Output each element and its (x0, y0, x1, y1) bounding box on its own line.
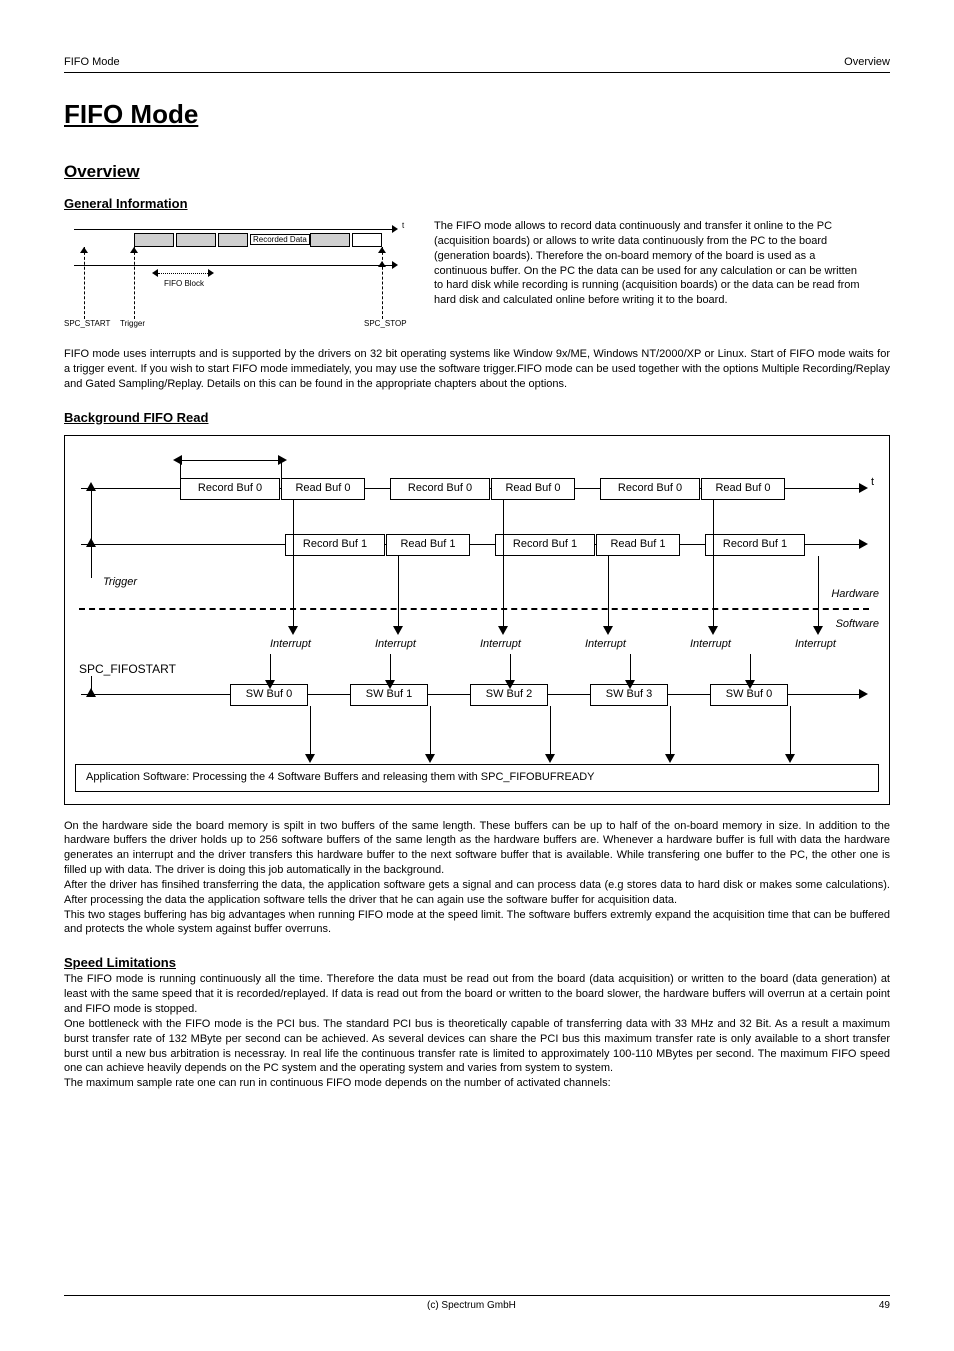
header-left: FIFO Mode (64, 56, 120, 68)
spc-stop-label: SPC_STOP (364, 319, 407, 328)
para-speed3: The maximum sample rate one can run in c… (64, 1076, 890, 1091)
int2: Interrupt (375, 638, 416, 650)
page-title: FIFO Mode (64, 99, 890, 130)
spc-start-label: SPC_START (64, 319, 110, 328)
page-footer: (c) Spectrum GmbH 49 (64, 1295, 890, 1311)
rec0-3: Record Buf 0 (600, 478, 700, 500)
int4: Interrupt (585, 638, 626, 650)
section-background-fifo: Background FIFO Read (64, 410, 890, 425)
int1: Interrupt (270, 638, 311, 650)
footer-center: (c) Spectrum GmbH (64, 1300, 879, 1311)
read0-2: Read Buf 0 (491, 478, 575, 500)
rec0-2: Record Buf 0 (390, 478, 490, 500)
para-two-stage: This two stages buffering has big advant… (64, 908, 890, 938)
int3: Interrupt (480, 638, 521, 650)
para-after-driver: After the driver has finsihed transferri… (64, 878, 890, 908)
int6: Interrupt (795, 638, 836, 650)
bd-hw: Hardware (831, 588, 879, 600)
background-fifo-diagram: t Trigger Record Buf 0 Read Buf 0 Record… (64, 435, 890, 805)
para-speed1: The FIFO mode is running continuously al… (64, 972, 890, 1017)
section-speed-limitations: Speed Limitations (64, 955, 890, 970)
trigger-label: Trigger (120, 319, 145, 328)
bd-trigger: Trigger (103, 576, 137, 588)
page-header: FIFO Mode Overview (64, 56, 890, 73)
general-info-text: The FIFO mode allows to record data cont… (434, 219, 864, 339)
bd-fifostart: SPC_FIFOSTART (79, 662, 176, 676)
bd-sw: Software (836, 618, 879, 630)
general-info-diagram: t Recorded Data FIFO Block SPC_START Tri… (64, 219, 414, 339)
para-hw-buffers: On the hardware side the board memory is… (64, 819, 890, 878)
int5: Interrupt (690, 638, 731, 650)
para-speed2: One bottleneck with the FIFO mode is the… (64, 1017, 890, 1076)
rec1-2: Record Buf 1 (495, 534, 595, 556)
rec0-1: Record Buf 0 (180, 478, 280, 500)
fifo-block-label: FIFO Block (164, 279, 204, 288)
section-overview: Overview (64, 162, 890, 182)
bd-t1: t (871, 476, 874, 488)
rec1-3: Record Buf 1 (705, 534, 805, 556)
general-info-row: t Recorded Data FIFO Block SPC_START Tri… (64, 219, 890, 339)
section-general-info: General Information (64, 196, 890, 211)
rec1-1: Record Buf 1 (285, 534, 385, 556)
footer-page-number: 49 (879, 1300, 890, 1311)
read1-1: Read Buf 1 (386, 534, 470, 556)
t-label: t (402, 221, 404, 230)
recorded-data-label: Recorded Data (250, 234, 310, 245)
header-right: Overview (844, 56, 890, 68)
read0-3: Read Buf 0 (701, 478, 785, 500)
read0-1: Read Buf 0 (281, 478, 365, 500)
read1-2: Read Buf 1 (596, 534, 680, 556)
para-fifo-interrupts: FIFO mode uses interrupts and is support… (64, 347, 890, 392)
app-software-bar: Application Software: Processing the 4 S… (75, 764, 879, 792)
